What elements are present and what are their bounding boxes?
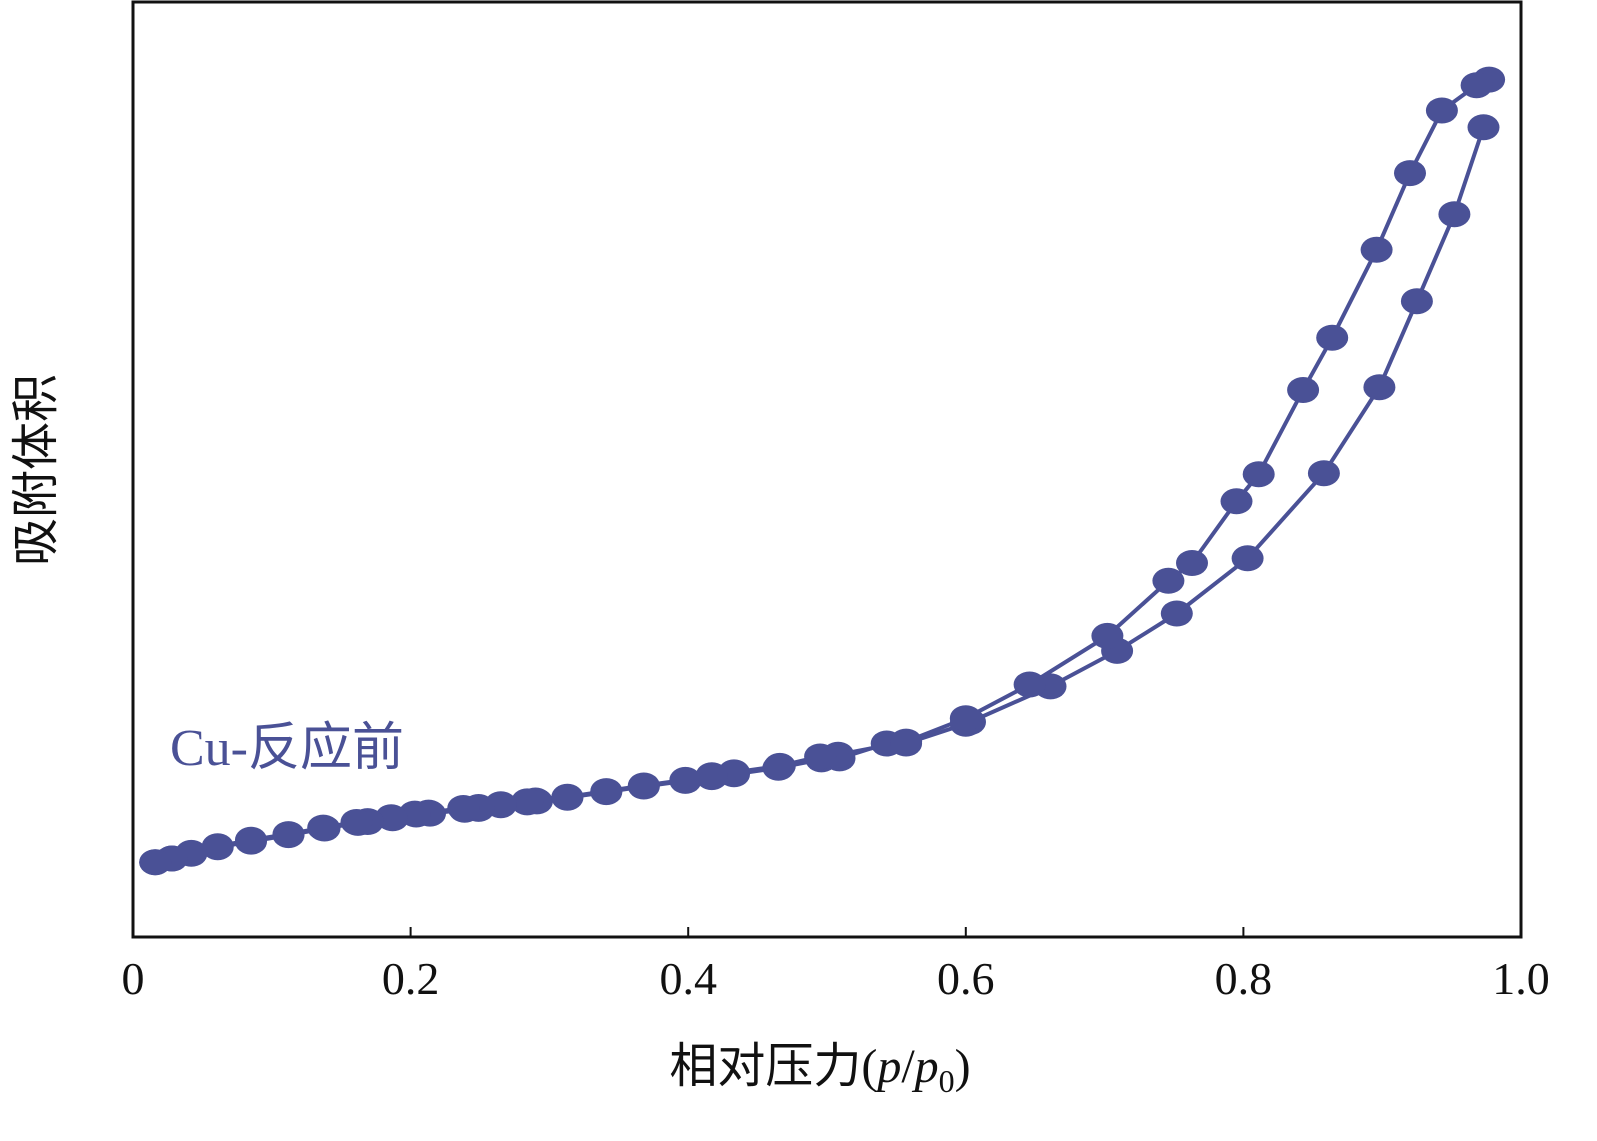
desorption-data-point (949, 705, 982, 732)
desorption-data-point (1220, 488, 1253, 515)
desorption-data-point (627, 772, 660, 799)
desorption-data-point (139, 849, 172, 876)
y-axis-title: 吸附体积 (10, 374, 63, 566)
desorption-data-point (1152, 567, 1185, 594)
x-axis-title-var-p0: p (912, 1040, 939, 1093)
desorption-data-point (201, 833, 234, 860)
desorption-data-point (804, 743, 837, 770)
desorption-data-point (1360, 236, 1393, 263)
x-tick-label: 0.2 (382, 953, 440, 1004)
desorption-data-point (1287, 377, 1320, 403)
plot-frame (131, 0, 1523, 939)
desorption-data-point (340, 809, 373, 835)
adsorption-data-point (1307, 460, 1340, 487)
x-axis-title: 相对压力(p/p0) (669, 1040, 970, 1099)
x-tick-label: 0 (122, 953, 145, 1004)
adsorption-data-point (1467, 114, 1500, 141)
desorption-data-point (1394, 160, 1426, 187)
adsorption-data-point (1363, 374, 1396, 401)
x-tick-label: 0.6 (937, 953, 995, 1004)
x-tick-label: 1.0 (1492, 953, 1550, 1004)
desorption-data-point (590, 778, 623, 805)
desorption-data-point (763, 752, 796, 779)
desorption-data-point (695, 762, 728, 789)
x-axis-title-slash: / (901, 1040, 915, 1093)
series-layer (139, 66, 1506, 876)
desorption-data-point (1176, 550, 1208, 576)
desorption-data-point (307, 814, 340, 841)
desorption-data-point (1425, 97, 1458, 124)
desorption-data-point (1091, 622, 1124, 649)
desorption-data-point (235, 826, 267, 853)
adsorption-data-point (1160, 600, 1193, 627)
desorption-data-point (447, 795, 480, 821)
x-axis-title-var-p: p (874, 1040, 901, 1093)
desorption-data-point (669, 766, 702, 793)
desorption-data-point (890, 728, 923, 755)
adsorption-data-point (1231, 545, 1264, 572)
desorption-data-point (1460, 72, 1493, 99)
x-axis-title-prefix: 相对压力( (669, 1040, 877, 1093)
desorption-data-point (1242, 461, 1275, 488)
desorption-data-point (551, 783, 584, 810)
series-annotation: Cu-反应前 (170, 720, 404, 777)
desorption-data-point (1013, 671, 1046, 698)
x-axis-title-suffix: ) (955, 1040, 971, 1093)
desorption-data-point (1316, 324, 1349, 351)
x-tick-label: 0.4 (659, 953, 717, 1004)
desorption-data-point (511, 788, 544, 815)
x-axis-ticks: 0 0.2 0.4 0.6 0.8 1.0 (122, 927, 1550, 1004)
adsorption-data-point (1438, 201, 1471, 228)
adsorption-data-point (1400, 288, 1433, 315)
desorption-data-point (272, 821, 305, 848)
x-axis-title-subscript: 0 (939, 1063, 955, 1099)
x-tick-label: 0.8 (1215, 953, 1273, 1004)
